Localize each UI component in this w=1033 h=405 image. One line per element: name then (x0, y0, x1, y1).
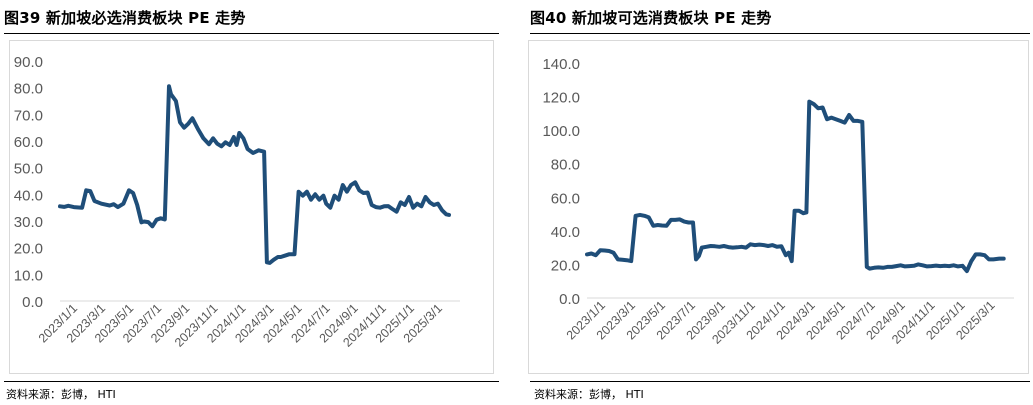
source-rule-right (530, 381, 1030, 382)
y-tick-label: 60.0 (14, 134, 43, 151)
source-note-right: 资料来源：彭博， HTI (534, 388, 644, 401)
panel-left: 图39 新加坡必选消费板块 PE 走势 0.0 10.0 20.0 30.0 40.0 5… (0, 0, 505, 405)
y-tick-label: 70.0 (14, 107, 43, 124)
y-tick-label: 10.0 (14, 267, 43, 284)
y-tick-label: 140.0 (542, 56, 580, 73)
y-tick-label: 30.0 (14, 214, 43, 231)
y-tick-label: 40.0 (551, 224, 580, 241)
title-rule-left (4, 33, 499, 34)
y-tick-label: 0.0 (22, 294, 43, 311)
pe-series-line (58, 84, 451, 265)
chart-frame-left: 0.0 10.0 20.0 30.0 40.0 50.0 60.0 70.0 80.0 90.0 2… (9, 40, 494, 374)
source-note-left: 资料来源：彭博， HTI (6, 388, 116, 401)
y-tick-label: 20.0 (551, 257, 580, 274)
pe-series-line (585, 99, 1006, 274)
source-rule-left (4, 381, 499, 382)
y-tick-label: 120.0 (542, 90, 580, 107)
y-tick-label: 0.0 (559, 291, 580, 308)
y-tick-label: 80.0 (14, 81, 43, 98)
y-tick-label: 100.0 (542, 123, 580, 140)
y-tick-label: 20.0 (14, 241, 43, 258)
y-tick-label: 60.0 (551, 190, 580, 207)
line-chart-left: 0.010.020.030.040.050.060.070.080.090.02… (14, 54, 460, 350)
y-tick-label: 80.0 (551, 157, 580, 174)
y-tick-label: 50.0 (14, 161, 43, 178)
chart-title-right: 图40 新加坡可选消费板块 PE 走势 (530, 9, 772, 27)
line-chart-right: 0.020.040.060.080.0100.0120.0140.02023/1… (542, 56, 1014, 347)
chart-title-left: 图39 新加坡必选消费板块 PE 走势 (4, 9, 246, 27)
y-tick-label: 40.0 (14, 187, 43, 204)
title-rule-right (530, 33, 1030, 34)
chart-frame-right: 0.0 20.0 40.0 60.0 80.0 100.0 120.0 140.0 2023/1… (528, 40, 1029, 374)
panel-right: 图40 新加坡可选消费板块 PE 走势 0.0 20.0 40.0 60.0 80.0 1… (520, 0, 1033, 405)
y-tick-label: 90.0 (14, 54, 43, 71)
